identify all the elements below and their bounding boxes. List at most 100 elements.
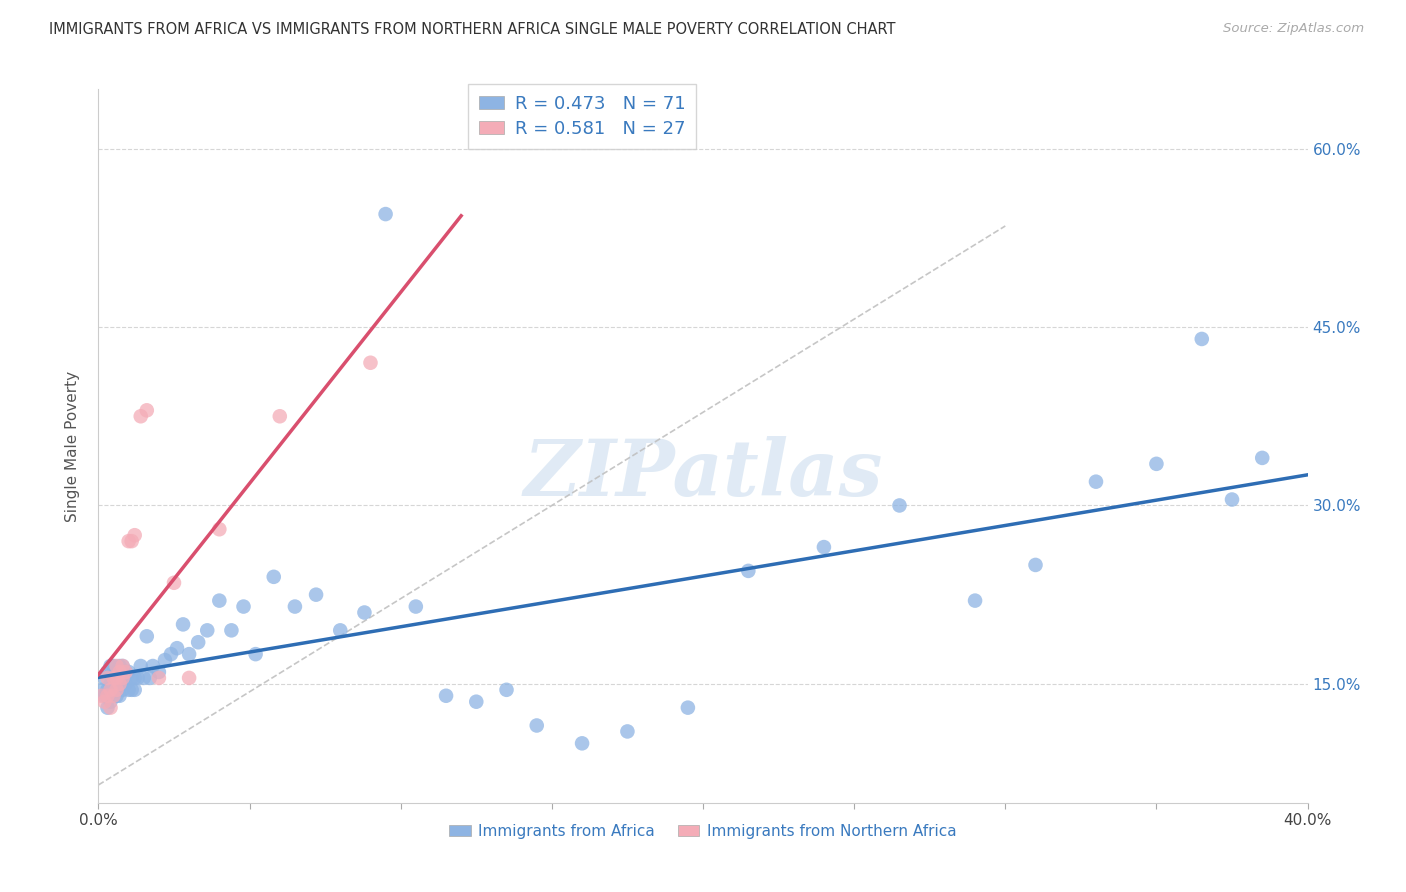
- Point: [96, 689, 118, 703]
- Point: [353, 606, 375, 620]
- Point: [813, 540, 835, 554]
- Point: [124, 671, 146, 685]
- Point: [111, 659, 134, 673]
- Point: [129, 409, 152, 424]
- Point: [96, 682, 118, 697]
- Point: [114, 665, 136, 679]
- Point: [245, 647, 267, 661]
- Point: [93, 695, 115, 709]
- Point: [571, 736, 593, 750]
- Point: [179, 671, 201, 685]
- Point: [90, 689, 112, 703]
- Point: [374, 207, 396, 221]
- Point: [96, 665, 118, 679]
- Point: [269, 409, 291, 424]
- Point: [187, 635, 209, 649]
- Point: [100, 695, 122, 709]
- Point: [1191, 332, 1213, 346]
- Point: [105, 671, 128, 685]
- Text: ZIPatlas: ZIPatlas: [523, 436, 883, 513]
- Point: [124, 528, 146, 542]
- Point: [96, 700, 118, 714]
- Point: [405, 599, 427, 614]
- Point: [163, 575, 186, 590]
- Point: [135, 629, 157, 643]
- Point: [284, 599, 307, 614]
- Point: [108, 689, 131, 703]
- Point: [160, 647, 183, 661]
- Point: [100, 677, 122, 691]
- Point: [103, 689, 125, 703]
- Y-axis label: Single Male Poverty: Single Male Poverty: [65, 370, 80, 522]
- Point: [195, 624, 218, 638]
- Point: [108, 671, 131, 685]
- Point: [127, 671, 149, 685]
- Point: [124, 682, 146, 697]
- Point: [118, 682, 141, 697]
- Point: [329, 624, 352, 638]
- Point: [100, 700, 122, 714]
- Point: [111, 671, 134, 685]
- Point: [148, 671, 170, 685]
- Point: [105, 682, 128, 697]
- Point: [263, 570, 285, 584]
- Point: [1251, 450, 1274, 465]
- Point: [96, 671, 118, 685]
- Text: IMMIGRANTS FROM AFRICA VS IMMIGRANTS FROM NORTHERN AFRICA SINGLE MALE POVERTY CO: IMMIGRANTS FROM AFRICA VS IMMIGRANTS FRO…: [49, 22, 896, 37]
- Point: [1220, 492, 1243, 507]
- Point: [142, 659, 165, 673]
- Point: [121, 671, 143, 685]
- Legend: Immigrants from Africa, Immigrants from Northern Africa: Immigrants from Africa, Immigrants from …: [443, 818, 963, 845]
- Point: [1085, 475, 1108, 489]
- Point: [221, 624, 243, 638]
- Point: [103, 689, 125, 703]
- Point: [172, 617, 194, 632]
- Point: [526, 718, 548, 732]
- Point: [360, 356, 382, 370]
- Point: [166, 641, 188, 656]
- Text: Source: ZipAtlas.com: Source: ZipAtlas.com: [1223, 22, 1364, 36]
- Point: [139, 671, 162, 685]
- Point: [495, 682, 517, 697]
- Point: [179, 647, 201, 661]
- Point: [148, 665, 170, 679]
- Point: [121, 682, 143, 697]
- Point: [129, 659, 152, 673]
- Point: [132, 671, 155, 685]
- Point: [965, 593, 987, 607]
- Point: [676, 700, 699, 714]
- Point: [114, 677, 136, 691]
- Point: [111, 659, 134, 673]
- Point: [108, 665, 131, 679]
- Point: [135, 403, 157, 417]
- Point: [103, 671, 125, 685]
- Point: [103, 659, 125, 673]
- Point: [465, 695, 488, 709]
- Point: [232, 599, 254, 614]
- Point: [616, 724, 638, 739]
- Point: [118, 665, 141, 679]
- Point: [434, 689, 457, 703]
- Point: [118, 534, 141, 549]
- Point: [1144, 457, 1167, 471]
- Point: [108, 677, 131, 691]
- Point: [737, 564, 759, 578]
- Point: [108, 659, 131, 673]
- Point: [111, 671, 134, 685]
- Point: [103, 671, 125, 685]
- Point: [208, 522, 231, 536]
- Point: [114, 665, 136, 679]
- Point: [111, 682, 134, 697]
- Point: [100, 659, 122, 673]
- Point: [208, 593, 231, 607]
- Point: [105, 665, 128, 679]
- Point: [90, 682, 112, 697]
- Point: [105, 689, 128, 703]
- Point: [93, 689, 115, 703]
- Point: [100, 682, 122, 697]
- Point: [105, 677, 128, 691]
- Point: [121, 534, 143, 549]
- Point: [105, 659, 128, 673]
- Point: [153, 653, 176, 667]
- Point: [889, 499, 911, 513]
